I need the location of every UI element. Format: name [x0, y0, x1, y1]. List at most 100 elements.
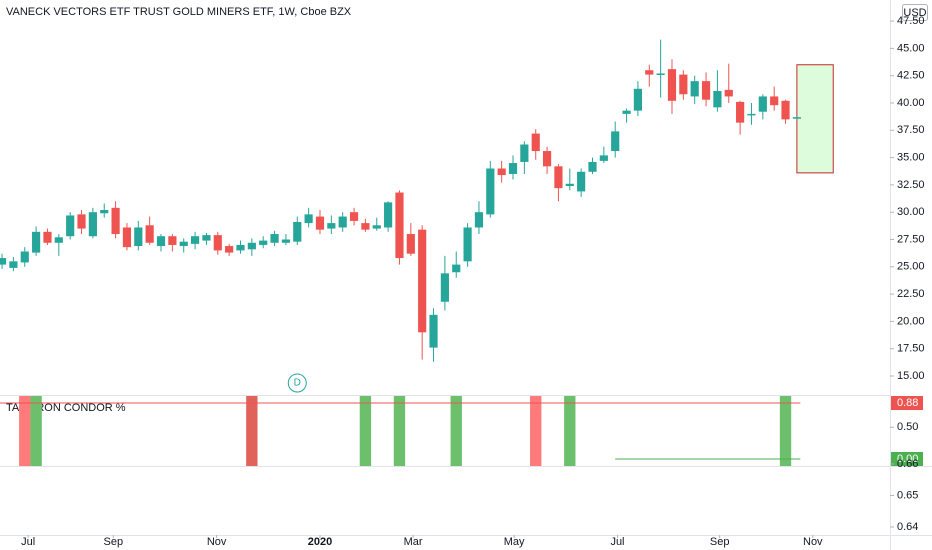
x-tick-label: Mar — [404, 536, 423, 548]
y-tick-label: 40.00 — [897, 97, 925, 109]
candle-body — [32, 231, 41, 253]
signal-bar — [393, 396, 406, 466]
candle-body — [100, 210, 109, 214]
signal-bar — [564, 396, 576, 466]
currency-label: USD — [903, 7, 926, 19]
y-tick-label: 47.50 — [897, 15, 925, 27]
candle-body — [54, 237, 63, 243]
candle-body — [701, 81, 711, 100]
candle-body — [111, 207, 120, 235]
candle-body — [418, 229, 427, 333]
candle-body — [304, 214, 313, 224]
candle-body — [747, 113, 756, 116]
candle-body — [134, 227, 143, 247]
candle-body — [0, 258, 7, 265]
candle-body — [554, 166, 563, 189]
candle-body — [474, 212, 484, 228]
candle-body — [690, 81, 699, 97]
x-tick-label: Sep — [104, 536, 124, 548]
value-badge-label: 0.88 — [897, 397, 918, 409]
y-tick-label: 22.50 — [897, 288, 925, 300]
candle-body — [611, 131, 620, 152]
candle-body — [145, 225, 154, 243]
candle-body — [122, 227, 132, 248]
candle-body — [9, 261, 18, 268]
y-tick-label: 30.00 — [897, 206, 925, 218]
y-tick-label: 17.50 — [897, 343, 925, 355]
candle-body — [168, 236, 177, 245]
candle-body — [520, 144, 529, 162]
y-tick-label: 0.64 — [897, 521, 918, 533]
candle-body — [361, 223, 370, 230]
candle-body — [781, 100, 790, 120]
y-tick-label: 45.00 — [897, 42, 925, 54]
candle-body — [770, 96, 779, 106]
signal-bar — [530, 396, 542, 466]
candle-body — [349, 212, 359, 221]
candle-body — [713, 90, 722, 108]
y-tick-label: 42.50 — [897, 70, 925, 82]
candle-body — [293, 222, 302, 242]
candle-body — [202, 235, 211, 241]
candle-body — [190, 236, 200, 244]
candle-body — [338, 216, 347, 228]
candle-body — [599, 155, 608, 161]
candle-body — [179, 241, 188, 247]
x-tick-label: 2020 — [308, 536, 332, 548]
x-tick-label: May — [504, 536, 525, 548]
candle-body — [43, 231, 52, 243]
candle-body — [77, 214, 86, 229]
candle-body — [247, 242, 256, 250]
candle-body — [270, 234, 279, 243]
signal-bar — [359, 396, 372, 466]
candle-body — [633, 88, 643, 111]
candle-body — [236, 244, 245, 251]
y-tick-label: 35.00 — [897, 151, 925, 163]
candle-body — [531, 133, 540, 152]
y-tick-label: 15.00 — [897, 370, 925, 382]
signal-bar — [19, 396, 31, 466]
candle-body — [792, 117, 801, 119]
candle-body — [384, 202, 393, 228]
x-tick-label: Sep — [710, 536, 730, 548]
y-tick-label: 25.00 — [897, 261, 925, 273]
candle-body — [577, 171, 586, 192]
candle-body — [542, 151, 552, 167]
x-tick-label: Jul — [21, 536, 35, 548]
candle-body — [724, 89, 733, 97]
candle-body — [656, 73, 665, 75]
candle-body — [88, 212, 97, 237]
y-tick-label: 27.50 — [897, 233, 925, 245]
y-tick-label: 37.50 — [897, 124, 925, 136]
y-tick-label: 32.50 — [897, 179, 925, 191]
candle-body — [66, 215, 75, 237]
candle-body — [588, 161, 597, 172]
candle-body — [667, 69, 677, 101]
candle-body — [213, 235, 222, 251]
candle-body — [281, 239, 291, 243]
signal-bar — [779, 396, 792, 466]
y-tick-label: 20.00 — [897, 315, 925, 327]
candle-body — [406, 234, 415, 254]
y-tick-label: 0.50 — [897, 421, 918, 433]
candle-body — [225, 246, 234, 253]
candle-body — [645, 70, 654, 75]
value-badge-label: 0.00 — [897, 453, 918, 465]
candle-body — [622, 110, 631, 114]
signal-bar — [450, 396, 462, 466]
candle-body — [508, 163, 518, 174]
currency-box[interactable] — [902, 4, 928, 21]
x-tick-label: Nov — [803, 536, 823, 548]
candle-body — [327, 223, 336, 229]
candle-body — [440, 273, 449, 302]
range-box — [796, 64, 834, 174]
candle-body — [20, 251, 29, 263]
y-tick-label: 0.66 — [897, 458, 918, 470]
value-badge — [891, 452, 923, 467]
candle-body — [315, 216, 325, 230]
value-badge — [891, 396, 923, 411]
candle-body — [259, 240, 268, 245]
